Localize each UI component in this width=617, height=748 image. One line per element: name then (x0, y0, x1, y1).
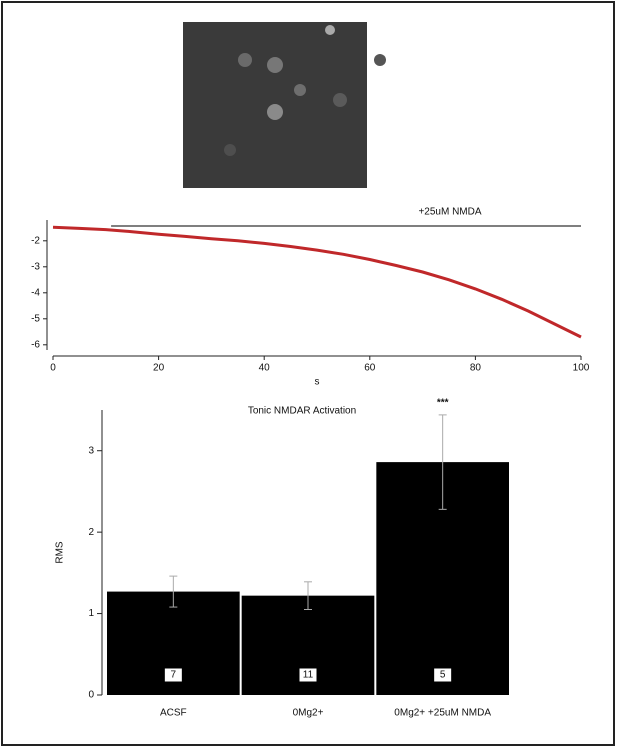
cell (267, 104, 283, 120)
y-tick-label: -6 (31, 339, 40, 350)
treatment-label: +25uM NMDA (418, 207, 481, 218)
x-tick-label: 40 (259, 363, 271, 374)
y-tick-label: -2 (31, 235, 40, 246)
chart-title: Tonic NMDAR Activation (248, 406, 356, 417)
x-tick-label: 80 (470, 363, 482, 374)
n-label: 11 (303, 670, 314, 681)
cell (224, 144, 236, 156)
y-axis-label: RMS (55, 541, 66, 564)
y-tick-label: -4 (31, 287, 40, 298)
cell (374, 54, 386, 66)
n-box (433, 667, 453, 683)
micrograph (183, 22, 386, 188)
n-label: 7 (171, 670, 177, 681)
cell (333, 93, 347, 107)
trace (52, 225, 582, 339)
x-tick-label: 0 (50, 363, 56, 374)
significance: *** (437, 398, 449, 409)
y-tick-label: -5 (31, 313, 40, 324)
x-tick-label: 0Mg2+ (293, 708, 324, 719)
cell (238, 53, 252, 67)
n-box (298, 667, 318, 683)
x-tick-label: 0Mg2+ +25uM NMDA (394, 708, 491, 719)
cell (294, 84, 306, 96)
cell (267, 57, 283, 73)
x-tick-label: 20 (153, 363, 165, 374)
y-tick-label: 3 (88, 445, 94, 456)
n-box (163, 667, 183, 683)
cell (325, 25, 335, 35)
x-tick-label: 60 (364, 363, 376, 374)
x-tick-label: 100 (573, 363, 590, 374)
y-tick-label: 0 (88, 690, 94, 701)
x-tick-label: ACSF (160, 708, 187, 719)
n-label: 5 (440, 670, 446, 681)
y-tick-label: 1 (88, 608, 94, 619)
y-tick-label: -3 (31, 261, 40, 272)
y-tick-label: 2 (88, 527, 94, 538)
x-axis-label: s (315, 377, 320, 388)
